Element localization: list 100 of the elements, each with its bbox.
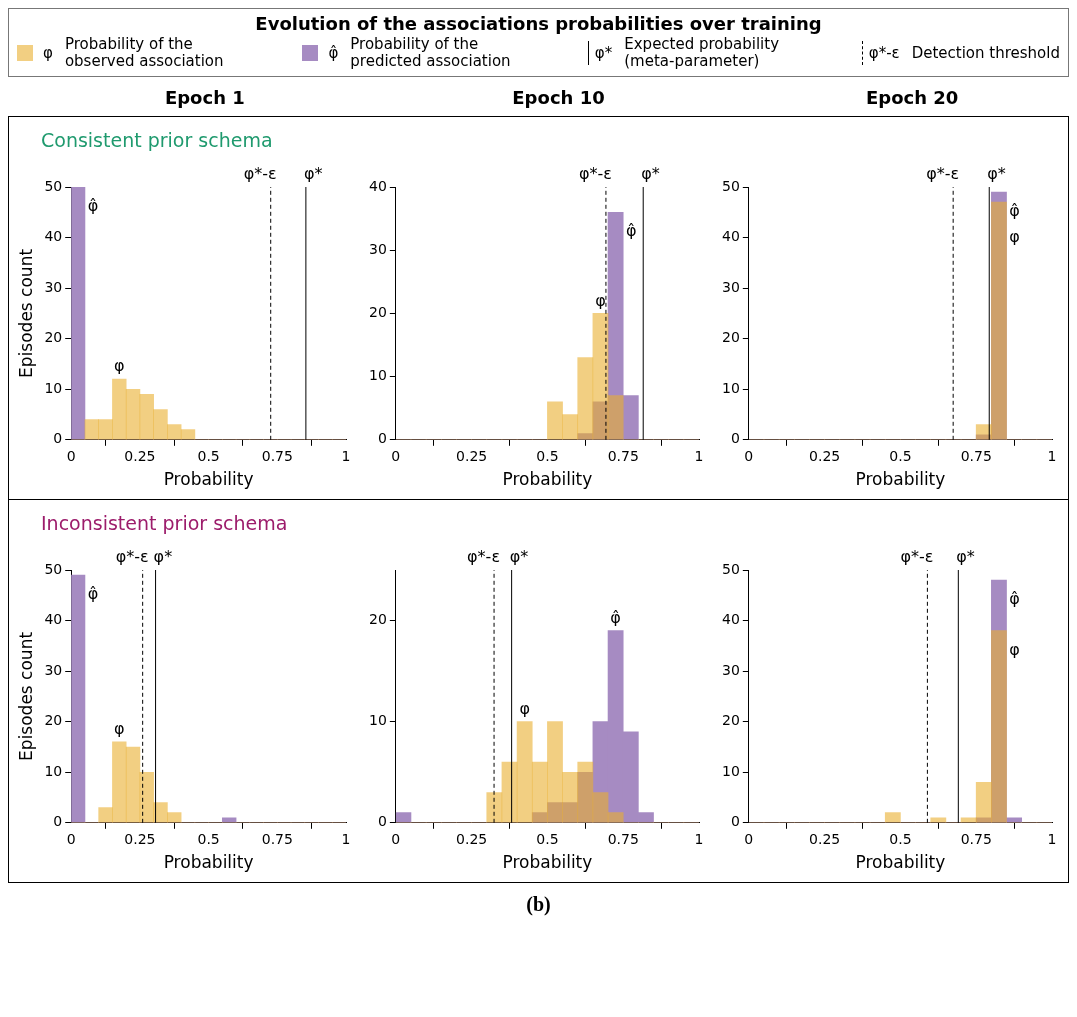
y-tick-label: 40 (44, 611, 63, 628)
chart-subtitle: Inconsistent prior schema (41, 512, 289, 536)
x-tick-label: 0 (391, 830, 401, 847)
text: Expected probability (meta-parameter) (624, 35, 781, 70)
chart-subtitle: Consistent prior schema (41, 129, 274, 153)
chart-title: Epoch 10 (511, 87, 606, 108)
x-tick-label: 0.5 (536, 830, 559, 847)
x-tick-label: 0.75 (607, 830, 639, 847)
x-tick-label: 0.5 (197, 447, 220, 464)
y-tick-label: 0 (53, 430, 63, 447)
ref-line-label: φ*-ε (467, 547, 501, 567)
y-tick-label: 10 (721, 379, 740, 396)
x-tick-label: 0.5 (536, 447, 559, 464)
ref-line-label: φ*-ε (926, 164, 960, 184)
ref-line-label: φ* (641, 164, 660, 184)
series-label: φ (114, 356, 125, 376)
x-tick-label: 0.75 (960, 447, 992, 464)
series-label: φ (114, 719, 125, 739)
text: Probability of the observed association (64, 35, 225, 70)
series-label: φ̂ (625, 221, 637, 241)
ref-line-label: φ*-ε (578, 164, 612, 184)
series-label: φ̂ (610, 607, 621, 627)
x-tick-label: 1 (694, 447, 704, 464)
x-tick-label: 0.25 (124, 447, 156, 464)
y-tick-label: 40 (721, 228, 740, 245)
y-axis-title: Episodes count (15, 631, 36, 761)
y-tick-label: 30 (721, 278, 740, 295)
text: Probability of the predicted association (350, 35, 512, 70)
y-axis-title: Episodes count (15, 248, 36, 378)
x-axis-title: Probability (502, 852, 593, 873)
x-tick-label: 0.75 (960, 830, 992, 847)
x-axis-title: Probability (855, 469, 946, 490)
x-tick-label: 0.75 (261, 830, 293, 847)
ref-line-label: φ*-ε (243, 164, 277, 184)
y-tick-label: 40 (44, 228, 63, 245)
y-tick-label: 30 (44, 661, 63, 678)
y-tick-label: 40 (368, 177, 387, 194)
y-tick-label: 0 (730, 430, 740, 447)
y-tick-label: 20 (721, 712, 740, 729)
text: φ* (594, 44, 613, 62)
y-tick-label: 0 (53, 813, 63, 830)
x-tick-label: 0.25 (809, 830, 841, 847)
x-axis-title: Probability (163, 852, 254, 873)
series-label: φ̂ (87, 196, 99, 216)
y-tick-label: 0 (377, 813, 387, 830)
x-tick-label: 0.75 (261, 447, 293, 464)
y-tick-label: 10 (44, 379, 63, 396)
chart-title: Epoch 20 (865, 87, 960, 108)
y-tick-label: 30 (368, 240, 387, 257)
x-axis-title: Probability (163, 469, 254, 490)
x-tick-label: 0 (744, 830, 754, 847)
y-tick-label: 10 (368, 712, 387, 729)
x-tick-label: 0 (391, 447, 401, 464)
y-tick-label: 10 (44, 762, 63, 779)
y-tick-label: 40 (721, 611, 740, 628)
x-tick-label: 1 (341, 447, 351, 464)
text: Evolution of the associations probabilities over training (254, 13, 823, 34)
x-axis-title: Probability (855, 852, 946, 873)
x-tick-label: 1 (694, 830, 704, 847)
x-tick-label: 0 (66, 830, 76, 847)
y-tick-label: 20 (368, 304, 387, 321)
series-label: φ̂ (1009, 589, 1020, 609)
x-tick-label: 1 (1047, 447, 1057, 464)
y-tick-label: 20 (44, 329, 63, 346)
text: φ̂ (328, 44, 339, 62)
x-tick-label: 0.25 (124, 830, 156, 847)
y-tick-label: 50 (44, 560, 63, 577)
y-tick-label: 10 (721, 762, 740, 779)
text: φ*-ε (868, 44, 900, 62)
x-tick-label: 0 (66, 447, 76, 464)
ref-line-label: φ* (153, 547, 173, 567)
series-label: φ (595, 290, 606, 310)
y-tick-label: 30 (721, 661, 740, 678)
x-tick-label: 0.5 (197, 830, 220, 847)
x-axis-title: Probability (502, 469, 593, 490)
y-tick-label: 0 (730, 813, 740, 830)
y-tick-label: 20 (721, 329, 740, 346)
ref-line-label: φ* (303, 164, 323, 184)
ref-line-label: φ*-ε (900, 547, 934, 567)
series-label: φ̂ (87, 584, 99, 604)
y-tick-label: 0 (377, 430, 387, 447)
x-tick-label: 0 (744, 447, 754, 464)
y-tick-label: 50 (721, 177, 740, 194)
chart-title: Epoch 1 (163, 87, 246, 108)
series-label: φ (519, 698, 530, 718)
x-tick-label: 0.25 (809, 447, 841, 464)
x-tick-label: 1 (341, 830, 351, 847)
series-label: φ (1009, 639, 1020, 659)
y-tick-label: 50 (721, 560, 740, 577)
x-tick-label: 0.5 (889, 447, 912, 464)
text: φ (43, 44, 53, 62)
x-tick-label: 0.25 (456, 830, 488, 847)
y-tick-label: 30 (44, 278, 63, 295)
ref-line-label: φ* (509, 547, 529, 567)
text: (b) (525, 893, 552, 916)
y-tick-label: 20 (368, 611, 387, 628)
ref-line-label: φ* (987, 164, 1006, 184)
text: Detection threshold (911, 43, 1060, 62)
x-tick-label: 0.5 (889, 830, 912, 847)
y-tick-label: 50 (44, 177, 63, 194)
